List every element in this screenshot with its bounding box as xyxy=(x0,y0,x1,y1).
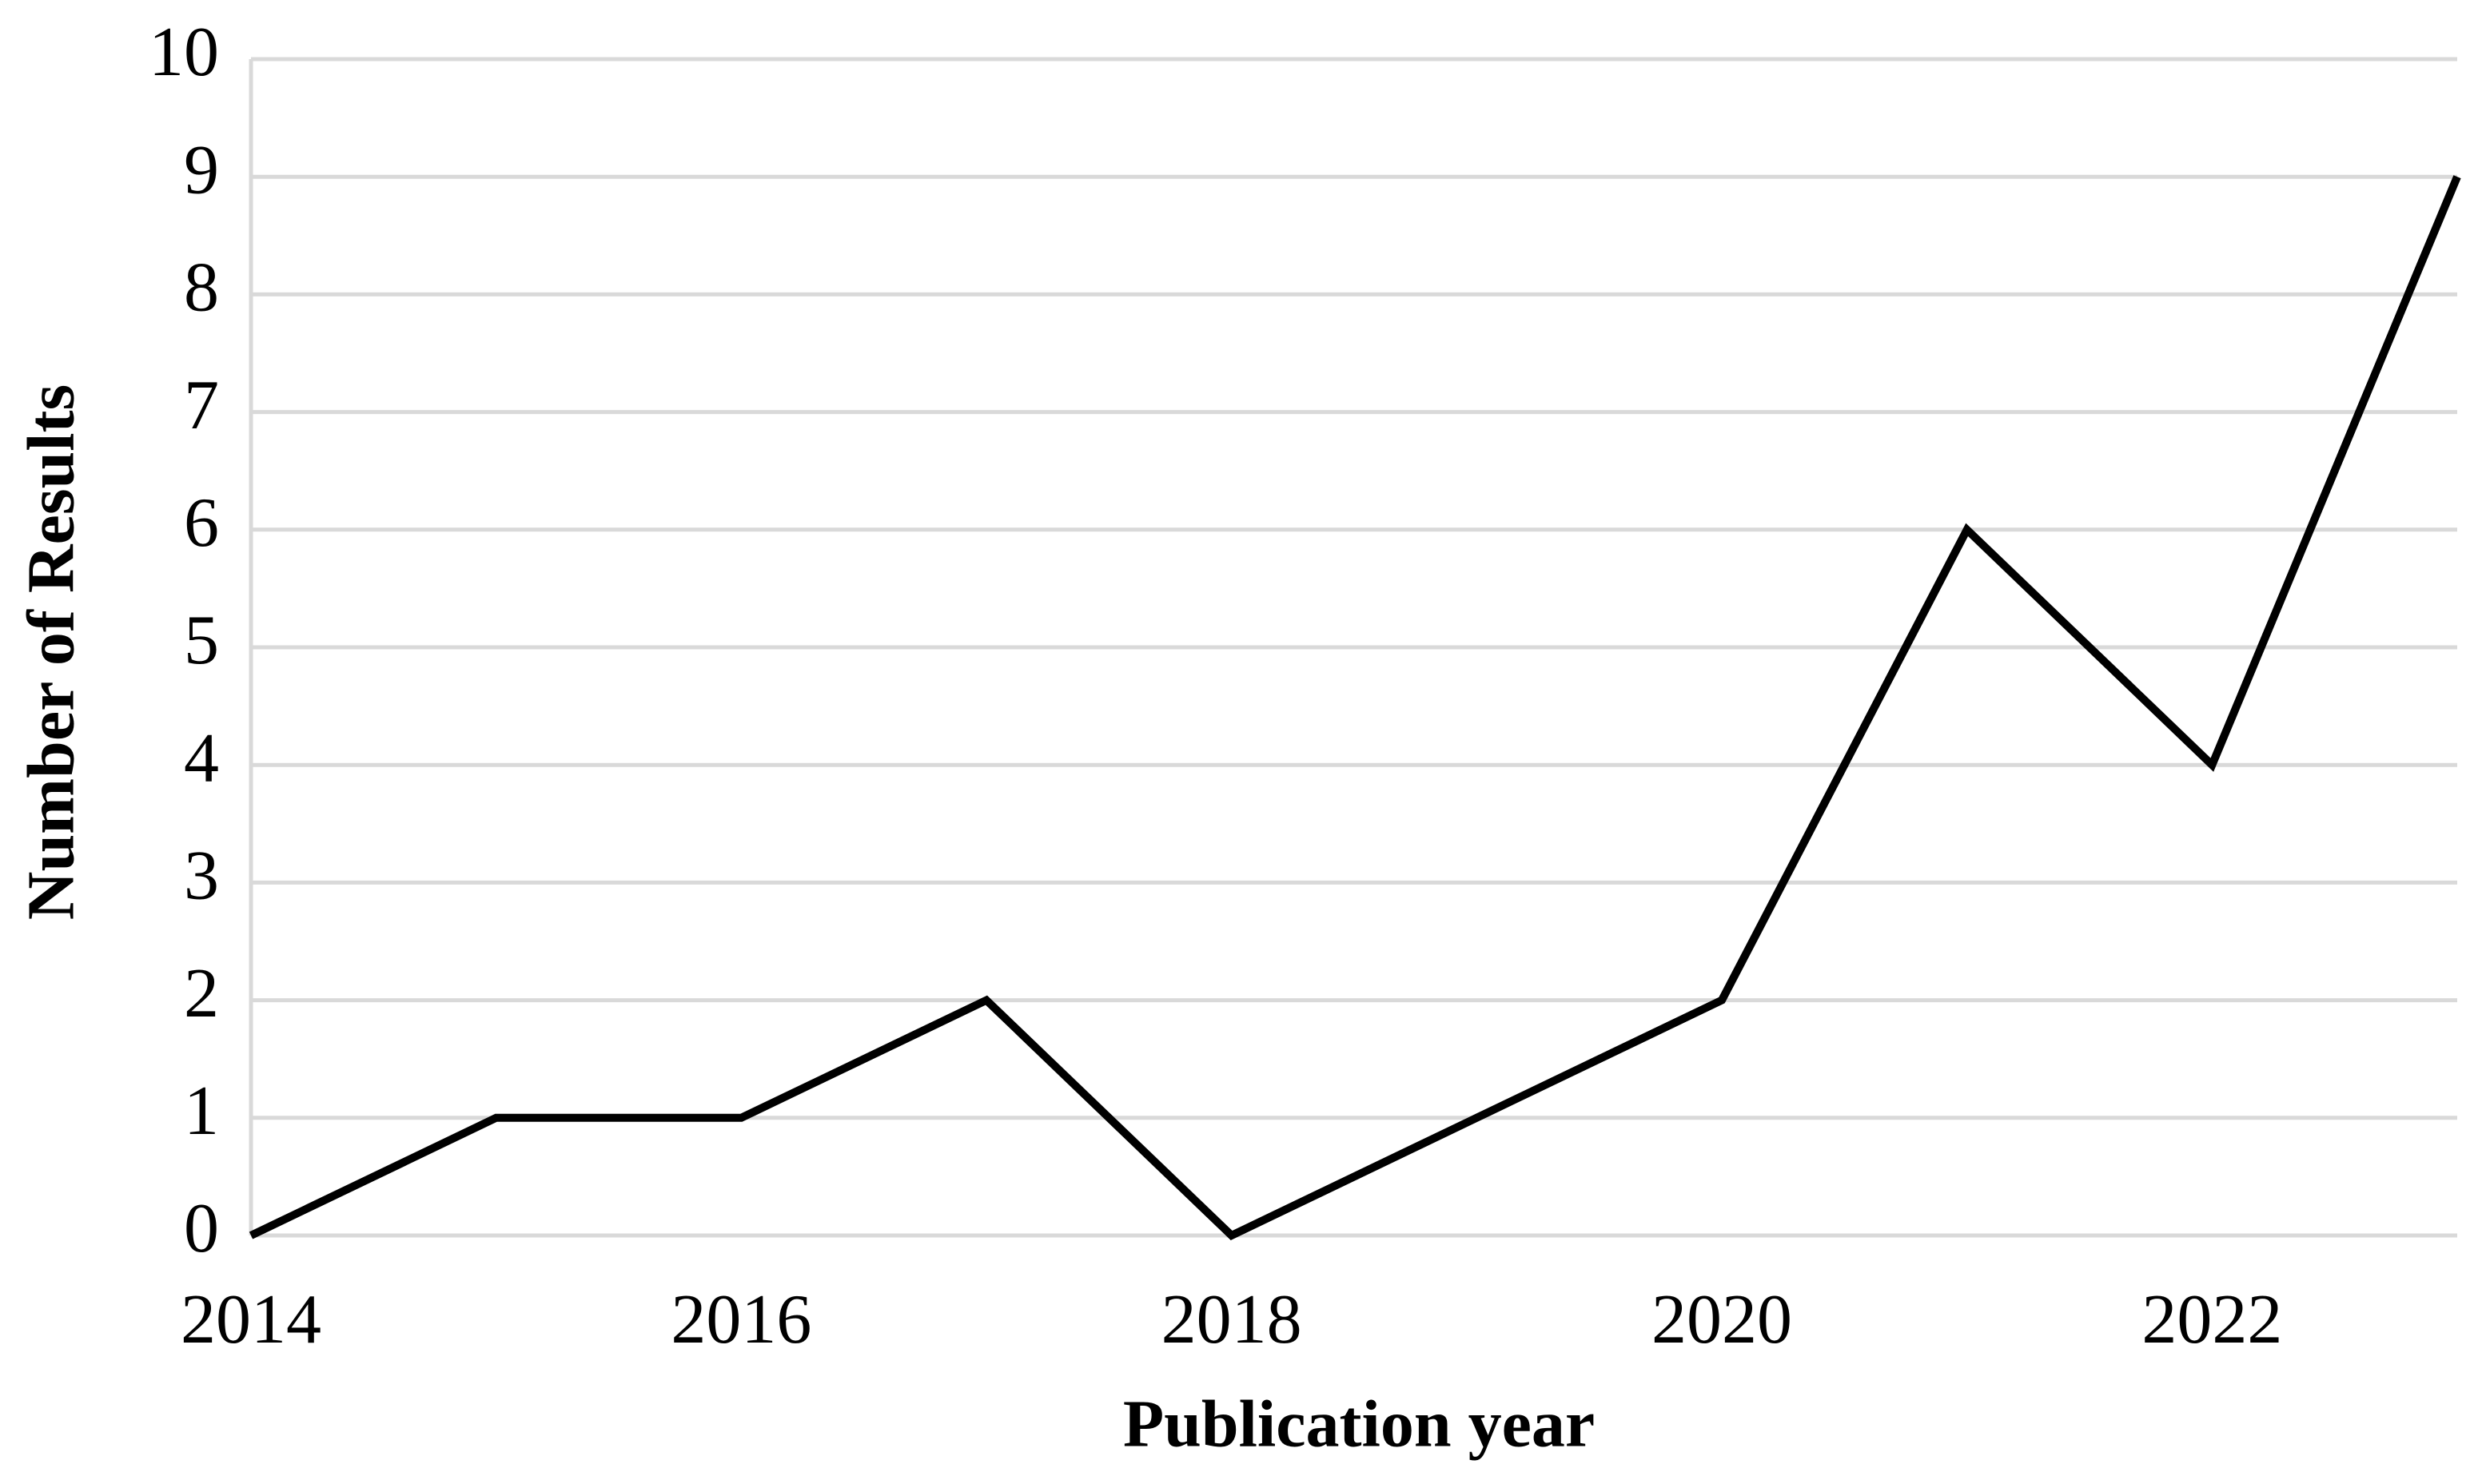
y-tick-label: 6 xyxy=(184,484,219,562)
y-tick-label: 4 xyxy=(184,719,219,797)
y-tick-label: 8 xyxy=(184,249,219,327)
x-tick-label: 2014 xyxy=(181,1281,321,1359)
x-tick-label: 2016 xyxy=(671,1281,811,1359)
x-tick-label: 2020 xyxy=(1651,1281,1792,1359)
y-tick-label: 2 xyxy=(184,955,219,1032)
y-tick-label: 10 xyxy=(149,14,219,91)
y-tick-label: 5 xyxy=(184,602,219,679)
y-tick-label: 0 xyxy=(184,1190,219,1267)
x-tick-label: 2022 xyxy=(2141,1281,2282,1359)
y-tick-label: 7 xyxy=(184,367,219,444)
y-axis-title: Number of Results xyxy=(14,384,88,920)
y-tick-label: 9 xyxy=(184,131,219,209)
y-tick-label: 1 xyxy=(184,1072,219,1150)
data-line xyxy=(249,175,2461,1241)
x-axis-title: Publication year xyxy=(1123,1387,1595,1461)
y-tick-label: 3 xyxy=(184,837,219,915)
x-tick-label: 2018 xyxy=(1161,1281,1302,1359)
